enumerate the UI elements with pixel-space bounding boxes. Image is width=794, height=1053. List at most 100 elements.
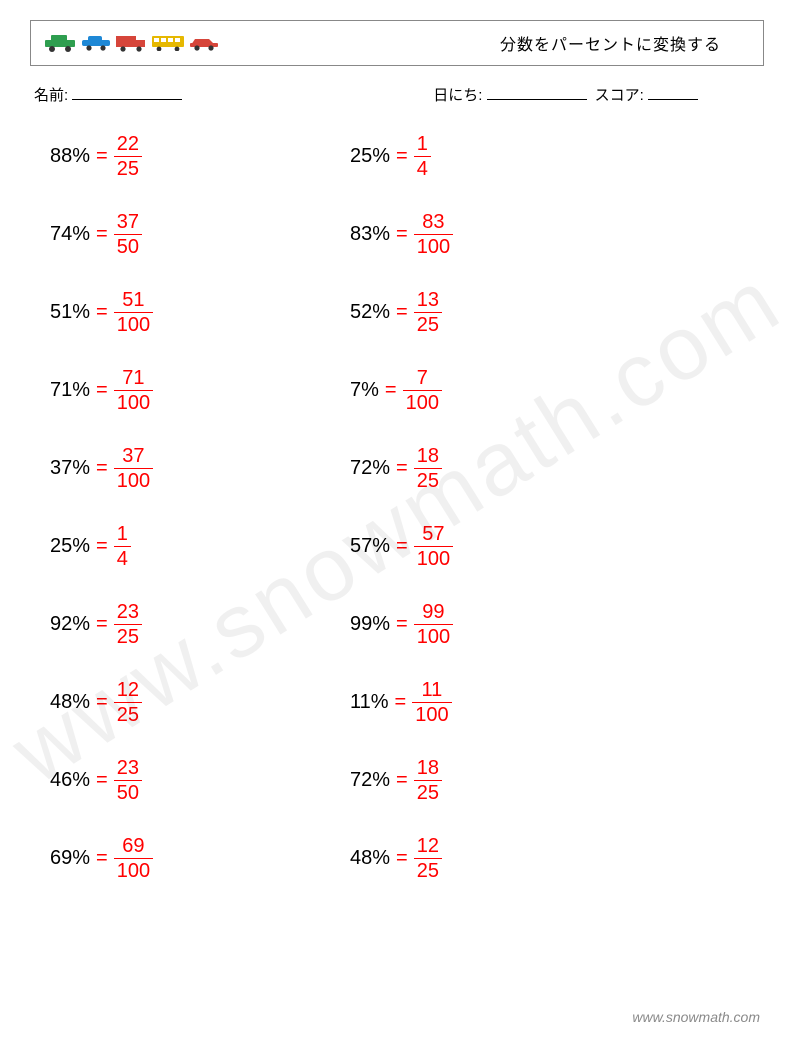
percent-value: 72% [350, 769, 390, 792]
percent-value: 51% [50, 301, 90, 324]
percent-value: 25% [350, 145, 390, 168]
percent-value: 46% [50, 769, 90, 792]
fraction-numerator: 69 [119, 836, 147, 858]
date-blank[interactable] [487, 84, 587, 100]
equals-sign: = [96, 847, 108, 870]
fraction-denominator: 4 [114, 546, 131, 569]
equals-sign: = [96, 457, 108, 480]
fraction-answer: 69100 [114, 836, 153, 881]
fraction-numerator: 37 [119, 446, 147, 468]
fraction-numerator: 71 [119, 368, 147, 390]
percent-value: 92% [50, 613, 90, 636]
problem-row: 11% = 11100 [350, 679, 650, 725]
fraction-denominator: 100 [114, 858, 153, 881]
fraction-answer: 83100 [414, 212, 453, 257]
problem-row: 48% = 1225 [50, 679, 350, 725]
equals-sign: = [385, 379, 397, 402]
equals-sign: = [96, 769, 108, 792]
problem-row: 72% = 1825 [350, 757, 650, 803]
fraction-denominator: 100 [114, 468, 153, 491]
percent-value: 37% [50, 457, 90, 480]
fraction-numerator: 23 [114, 758, 142, 780]
problem-row: 46% = 2350 [50, 757, 350, 803]
car-icon [43, 34, 77, 52]
percent-value: 99% [350, 613, 390, 636]
percent-value: 25% [50, 535, 90, 558]
percent-value: 83% [350, 223, 390, 246]
percent-value: 7% [350, 379, 379, 402]
fraction-answer: 3750 [114, 212, 142, 257]
fraction-denominator: 25 [114, 156, 142, 179]
fraction-answer: 99100 [414, 602, 453, 647]
problem-row: 25% = 14 [350, 133, 650, 179]
fraction-numerator: 18 [414, 446, 442, 468]
equals-sign: = [96, 691, 108, 714]
equals-sign: = [96, 613, 108, 636]
meta-name: 名前: [34, 84, 433, 105]
header-box: 分数をパーセントに変換する [30, 20, 764, 66]
bus-icon [151, 35, 185, 51]
meta-row: 名前: 日にち: スコア: [30, 84, 764, 105]
worksheet-title: 分数をパーセントに変換する [500, 31, 721, 55]
equals-sign: = [96, 223, 108, 246]
footer-link: www.snowmath.com [632, 1009, 760, 1025]
problem-row: 71% = 71100 [50, 367, 350, 413]
equals-sign: = [396, 301, 408, 324]
problem-row: 72% = 1825 [350, 445, 650, 491]
fraction-denominator: 25 [414, 780, 442, 803]
fraction-answer: 2350 [114, 758, 142, 803]
fraction-denominator: 50 [114, 780, 142, 803]
fraction-answer: 1325 [414, 290, 442, 335]
problem-row: 69% = 69100 [50, 835, 350, 881]
score-label: スコア: [595, 87, 644, 104]
fraction-numerator: 12 [414, 836, 442, 858]
fraction-denominator: 25 [114, 702, 142, 725]
percent-value: 48% [50, 691, 90, 714]
truck-icon [115, 34, 147, 52]
percent-value: 52% [350, 301, 390, 324]
fraction-denominator: 25 [414, 468, 442, 491]
percent-value: 69% [50, 847, 90, 870]
name-blank[interactable] [72, 84, 182, 100]
problem-row: 52% = 1325 [350, 289, 650, 335]
percent-value: 88% [50, 145, 90, 168]
problem-row: 48% = 1225 [350, 835, 650, 881]
equals-sign: = [396, 847, 408, 870]
fraction-answer: 14 [414, 134, 431, 179]
fraction-denominator: 50 [114, 234, 142, 257]
fraction-answer: 51100 [114, 290, 153, 335]
percent-value: 48% [350, 847, 390, 870]
fraction-denominator: 100 [414, 624, 453, 647]
fraction-denominator: 100 [403, 390, 442, 413]
fraction-numerator: 37 [114, 212, 142, 234]
equals-sign: = [396, 535, 408, 558]
problem-row: 74% = 3750 [50, 211, 350, 257]
equals-sign: = [96, 301, 108, 324]
equals-sign: = [396, 769, 408, 792]
car-icon [81, 35, 111, 51]
fraction-numerator: 11 [419, 680, 446, 702]
fraction-answer: 7100 [403, 368, 442, 413]
problem-row: 92% = 2325 [50, 601, 350, 647]
fraction-numerator: 83 [419, 212, 447, 234]
fraction-numerator: 13 [414, 290, 442, 312]
problem-row: 83% = 83100 [350, 211, 650, 257]
fraction-numerator: 23 [114, 602, 142, 624]
fraction-answer: 1225 [414, 836, 442, 881]
fraction-answer: 2225 [114, 134, 142, 179]
fraction-numerator: 51 [119, 290, 147, 312]
car-icon [189, 35, 219, 51]
fraction-denominator: 100 [414, 546, 453, 569]
fraction-answer: 14 [114, 524, 131, 569]
problem-row: 88% = 2225 [50, 133, 350, 179]
fraction-numerator: 1 [114, 524, 131, 546]
percent-value: 71% [50, 379, 90, 402]
fraction-denominator: 100 [114, 312, 153, 335]
equals-sign: = [96, 379, 108, 402]
percent-value: 72% [350, 457, 390, 480]
score-blank[interactable] [648, 84, 698, 100]
fraction-denominator: 25 [114, 624, 142, 647]
fraction-numerator: 12 [114, 680, 142, 702]
percent-value: 74% [50, 223, 90, 246]
problems-col-2: 25% = 1483% = 8310052% = 13257% = 710072… [350, 133, 650, 881]
